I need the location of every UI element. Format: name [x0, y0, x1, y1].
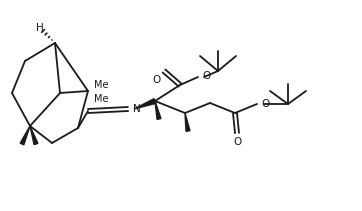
- Text: O: O: [202, 71, 210, 81]
- Text: H: H: [36, 23, 44, 33]
- Polygon shape: [185, 113, 190, 131]
- Polygon shape: [134, 99, 156, 109]
- Text: Me: Me: [94, 80, 109, 90]
- Text: O: O: [261, 99, 269, 109]
- Text: O: O: [153, 75, 161, 85]
- Text: O: O: [233, 137, 241, 147]
- Polygon shape: [30, 126, 38, 145]
- Text: N: N: [133, 104, 141, 114]
- Text: Me: Me: [94, 94, 109, 104]
- Polygon shape: [20, 126, 30, 145]
- Polygon shape: [155, 101, 161, 119]
